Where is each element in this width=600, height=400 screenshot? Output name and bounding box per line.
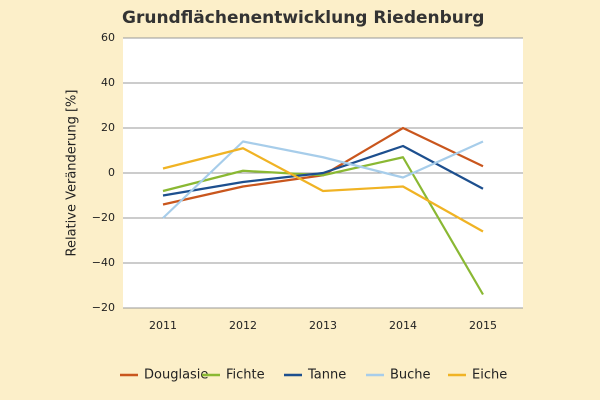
y-tick-label: 0	[108, 166, 115, 179]
y-tick-label: 40	[101, 76, 115, 89]
x-tick-label: 2012	[229, 319, 257, 332]
legend-label: Buche	[390, 368, 431, 383]
chart-title: Grundflächenentwicklung Riedenburg	[122, 8, 484, 28]
legend-label: Fichte	[226, 368, 265, 383]
y-tick-label: 20	[101, 121, 115, 134]
legend-label: Douglasie	[144, 368, 208, 383]
x-tick-label: 2013	[309, 319, 337, 332]
series-line	[162, 140, 484, 219]
y-tick-label: −20	[92, 301, 115, 314]
y-axis-title: Relative Veränderung [%]	[65, 90, 80, 257]
x-tick-label: 2014	[389, 319, 417, 332]
y-tick-label: −20	[92, 211, 115, 224]
legend-label: Eiche	[472, 368, 507, 383]
y-tick-label: −40	[92, 256, 115, 269]
x-tick-label: 2011	[149, 319, 177, 332]
y-tick-label: 60	[101, 31, 115, 44]
series-line	[162, 147, 484, 233]
legend-label: Tanne	[307, 368, 346, 383]
series-line	[162, 156, 484, 296]
x-tick-label: 2015	[469, 319, 497, 332]
series-line	[162, 144, 484, 197]
